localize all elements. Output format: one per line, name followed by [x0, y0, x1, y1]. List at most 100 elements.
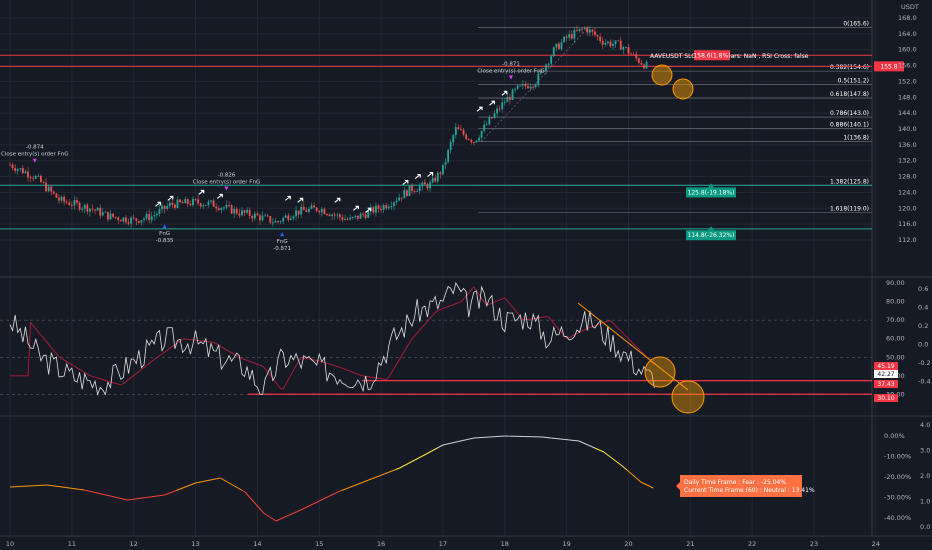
candle-body — [313, 205, 315, 208]
fng-line-segment — [541, 436, 547, 438]
candle-body — [81, 208, 84, 210]
candle-body — [485, 124, 488, 126]
candle-body — [271, 222, 274, 224]
candle-body — [529, 86, 532, 89]
candle-body — [395, 200, 398, 203]
fng-line-segment — [551, 437, 556, 439]
candle-body — [145, 213, 148, 219]
time-tick-label: 23 — [810, 540, 818, 548]
fng-line-segment — [274, 519, 277, 522]
entry-marker-icon — [280, 232, 285, 237]
candle-body — [570, 34, 573, 39]
fng-tooltip-text: Daily Time Frame : Fear : -25.04% — [684, 479, 786, 486]
candle-body — [511, 89, 514, 100]
fng-line-segment — [328, 493, 334, 497]
fng-line-segment — [253, 502, 258, 506]
signal-arrow-icon — [402, 179, 409, 185]
fng-line-segment — [631, 473, 635, 477]
fng-tooltip — [680, 475, 802, 497]
fng-right-tick: 3.0 — [920, 447, 930, 455]
candle-body — [96, 207, 99, 211]
candle-body — [578, 28, 581, 31]
candle-body — [375, 205, 377, 213]
fng-line-segment — [51, 485, 57, 487]
fng-line-segment — [640, 481, 643, 484]
candle-body — [336, 214, 339, 216]
fng-line-segment — [155, 495, 161, 497]
candle-body — [480, 130, 483, 138]
fng-line-segment — [223, 479, 227, 482]
price-tick-label: 164.0 — [898, 30, 917, 38]
rsi-right-tick: -0.4 — [918, 378, 931, 386]
fng-line-segment — [364, 479, 369, 482]
candle-body — [259, 215, 261, 221]
fng-line-segment — [337, 490, 342, 493]
fng-line-segment — [458, 440, 463, 442]
annotation-label: Close entry(s) order FnG — [193, 179, 261, 185]
candle-body — [454, 127, 457, 136]
candle-body — [122, 217, 125, 222]
candle-body — [387, 206, 390, 209]
fng-line-segment — [462, 439, 467, 442]
candle-body — [24, 171, 27, 174]
candle-body — [264, 215, 267, 217]
candle-body — [637, 58, 640, 63]
candle-body — [408, 185, 411, 196]
candle-body — [586, 27, 589, 33]
candle-body — [310, 205, 313, 209]
candle-body — [194, 198, 197, 200]
rsi-tick-label: 90.00 — [886, 279, 905, 287]
signal-arrow-icon — [216, 193, 223, 199]
fng-line-segment — [417, 456, 422, 459]
fng-line-segment — [172, 490, 177, 493]
fng-line-segment — [597, 448, 601, 452]
fng-line-segment — [187, 484, 192, 487]
exit-marker-icon — [508, 75, 513, 80]
currency-label: USDT — [901, 3, 919, 11]
candle-body — [583, 27, 586, 29]
candle-body — [132, 217, 135, 219]
candle-body — [302, 206, 305, 211]
fng-line-segment — [244, 491, 248, 495]
candle-body — [617, 40, 620, 42]
fng-line-segment — [285, 515, 289, 518]
candle-body — [439, 172, 442, 175]
candle-body — [52, 191, 55, 194]
fng-line-segment — [309, 502, 315, 506]
fng-line-segment — [132, 498, 137, 500]
candle-body — [576, 29, 578, 31]
candle-body — [86, 204, 89, 212]
fng-line-segment — [314, 500, 320, 504]
candle-body — [547, 63, 550, 65]
fng-line-segment — [74, 488, 80, 490]
candle-body — [591, 29, 594, 32]
target-tag — [686, 230, 736, 241]
candle-body — [429, 182, 431, 189]
signal-arrow-icon — [353, 205, 359, 211]
candle-body — [573, 29, 576, 39]
fng-line-segment — [454, 441, 459, 443]
fng-line-segment — [159, 494, 165, 497]
fng-line-segment — [241, 489, 246, 493]
fng-line-segment — [391, 469, 396, 472]
candle-body — [625, 46, 627, 48]
candle-body — [78, 202, 81, 210]
fng-line-segment — [646, 484, 649, 487]
candle-body — [643, 64, 645, 69]
candle-body — [635, 54, 638, 59]
rsi-tick-label: 60.00 — [886, 335, 905, 343]
highlight-circle — [672, 78, 694, 100]
candle-body — [9, 164, 11, 166]
rsi-value-tag-text: 42.27 — [877, 371, 894, 378]
signal-arrow-icon — [334, 197, 341, 203]
fng-line-segment — [626, 469, 630, 473]
candle-body — [328, 214, 331, 217]
rsi-tick-label: 70.00 — [886, 316, 905, 324]
target-tag-text: 114.8(-26.32%) — [688, 232, 735, 239]
fng-line-segment — [70, 487, 76, 490]
target-tag-pointer — [708, 226, 714, 231]
candle-body — [107, 211, 109, 220]
candle-body — [91, 208, 94, 210]
annotation-label: Close entry(s) order FnG — [477, 68, 545, 74]
